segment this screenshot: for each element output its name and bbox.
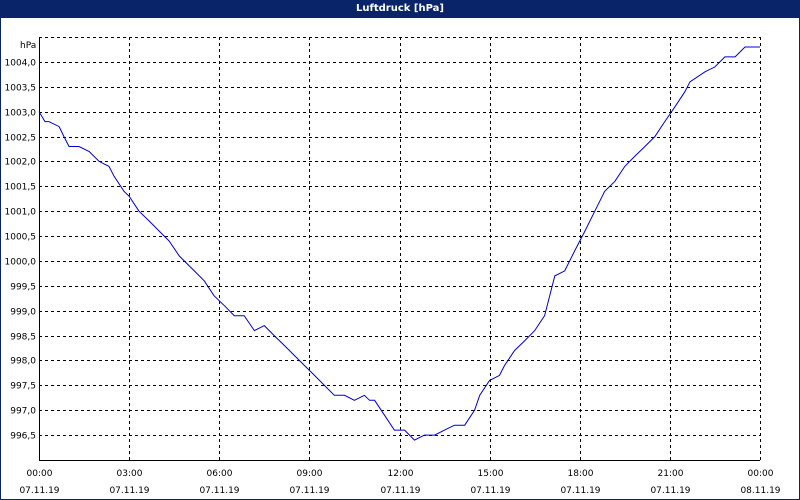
series-layer bbox=[38, 46, 760, 441]
tick-labels: 996,5 997,0 997,5 998,0 998,5 999,0 999,5 1000,… bbox=[5, 59, 781, 497]
y-tick-label: 1002,5 bbox=[5, 134, 37, 144]
x-tick-time-label: 00:00 bbox=[748, 469, 774, 479]
y-tick-label: 1001,5 bbox=[5, 183, 37, 193]
x-tick-time-label: 03:00 bbox=[117, 469, 143, 479]
y-tick-label: 1002,0 bbox=[5, 158, 37, 168]
y-tick-label: 998,5 bbox=[10, 333, 36, 343]
y-tick-label: 996,5 bbox=[10, 432, 36, 442]
y-tick-label: 998,0 bbox=[10, 357, 36, 367]
y-tick-label: 999,0 bbox=[10, 308, 36, 318]
y-tick-label: 1000,5 bbox=[5, 233, 37, 243]
y-tick-label: 1003,0 bbox=[5, 109, 37, 119]
x-tick-time-label: 15:00 bbox=[478, 469, 504, 479]
x-tick-date-label: 07.11.19 bbox=[560, 486, 600, 496]
y-tick-label: 1003,5 bbox=[5, 84, 37, 94]
pressure-series-line bbox=[38, 46, 760, 441]
x-tick-date-label: 07.11.19 bbox=[650, 486, 690, 496]
chart-title: Luftdruck [hPa] bbox=[0, 0, 800, 18]
x-tick-time-label: 06:00 bbox=[207, 469, 233, 479]
y-tick-label: 1000,0 bbox=[5, 258, 37, 268]
x-tick-date-label: 07.11.19 bbox=[19, 486, 59, 496]
y-tick-label: 997,0 bbox=[10, 407, 36, 417]
x-tick-date-label: 07.11.19 bbox=[199, 486, 239, 496]
y-tick-label: 1001,0 bbox=[5, 208, 37, 218]
x-tick-time-label: 09:00 bbox=[297, 469, 323, 479]
x-tick-date-label: 07.11.19 bbox=[470, 486, 510, 496]
y-tick-label: 999,5 bbox=[10, 283, 36, 293]
y-tick-label: 997,5 bbox=[10, 382, 36, 392]
x-tick-date-label: 08.11.19 bbox=[740, 486, 780, 496]
x-tick-time-label: 21:00 bbox=[658, 469, 684, 479]
x-tick-date-label: 07.11.19 bbox=[380, 486, 420, 496]
x-tick-time-label: 18:00 bbox=[568, 469, 594, 479]
x-tick-date-label: 07.11.19 bbox=[109, 486, 149, 496]
x-tick-date-label: 07.11.19 bbox=[289, 486, 329, 496]
y-axis-unit-label: hPa bbox=[20, 41, 36, 51]
y-tick-label: 1004,0 bbox=[5, 59, 37, 69]
x-tick-time-label: 00:00 bbox=[27, 469, 53, 479]
axes bbox=[39, 37, 760, 461]
x-tick-time-label: 12:00 bbox=[388, 469, 414, 479]
grid-lines bbox=[39, 37, 761, 460]
